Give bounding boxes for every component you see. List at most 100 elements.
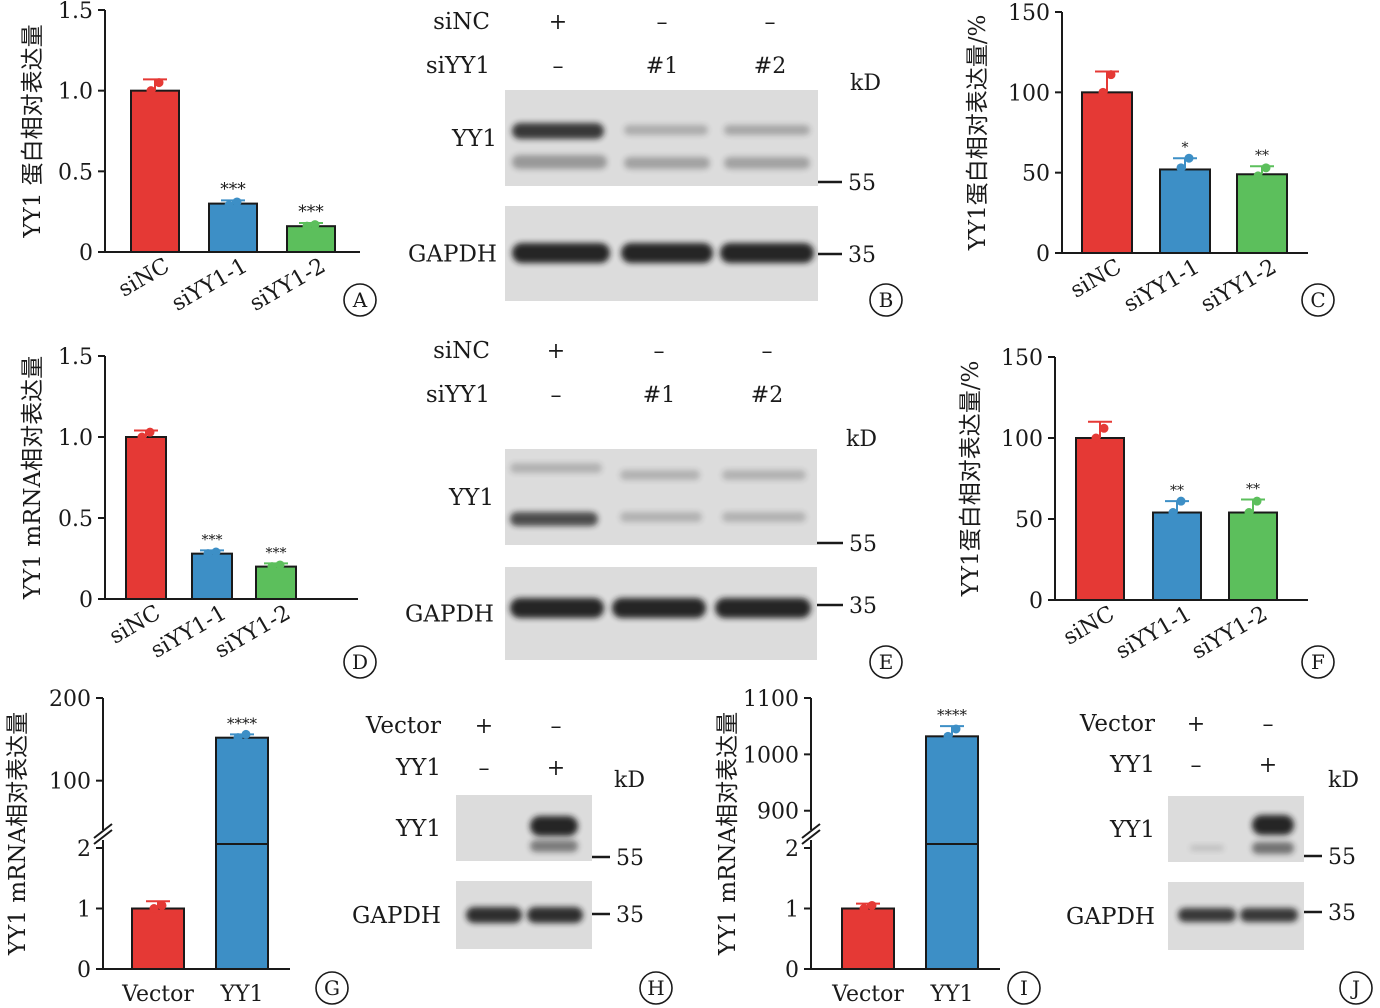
band-yy1 [724,125,810,135]
bar [191,552,233,601]
y-tick-label: 50 [1015,508,1043,533]
band-gapdh [621,243,713,263]
chart-c: 0 50 100 150 YY1蛋白相对表达量/% siNC * siYY1-1 ** siYY1… [965,1,1308,318]
band-yy1 [724,157,810,169]
y-tick-label: 1.0 [58,426,93,451]
panel-label-circle [1301,283,1335,317]
condition-value: – [551,383,562,408]
y-tick-label: 2 [785,837,799,862]
bar [1152,511,1202,602]
y-tick-label: 150 [1001,346,1043,371]
condition-label: Vector [1079,711,1155,737]
panel-label-i: I [1007,971,1041,1005]
bar [1081,91,1133,255]
band-yy1 [530,816,578,836]
condition-value: – [765,10,776,35]
marker-label-55: 55 [849,532,877,557]
panel-label-text: C [1310,288,1325,312]
x-tick-label: siYY1-2 [246,254,330,317]
bar [131,907,185,970]
data-point [1252,496,1262,506]
bar [130,89,180,253]
panel-label-text: H [647,976,664,1000]
band-yy1 [620,512,702,522]
band-gapdh [720,243,814,263]
panel-label-circle [315,971,349,1005]
y-axis-label: YY1 mRNA相对表达量 [20,356,46,600]
y-tick-label: 0 [785,958,799,983]
panel-label-text: E [879,650,894,674]
panel-label-d: D [343,645,377,679]
y-axis-label: YY1蛋白相对表达量/% [965,15,991,252]
data-point [241,729,251,739]
y-tick-label: 0 [1036,242,1050,267]
panel-label-circle [1007,971,1041,1005]
bar [841,907,895,970]
condition-value: – [551,714,562,739]
condition-value: – [1263,712,1274,737]
chart-f: 0 50 100 150 YY1蛋白相对表达量/% siNC ** siYY1-1 ** siYY… [958,346,1308,665]
band-label-gapdh: GAPDH [408,242,497,268]
data-point [275,560,285,570]
kd-label: kD [846,427,877,452]
data-point [233,733,243,743]
x-tick-label: siNC [1059,602,1119,651]
panel-label-text: F [1311,650,1325,674]
panel-label-circle [639,971,673,1005]
bar [125,436,167,600]
data-point [149,904,159,913]
y-tick-label: 1 [785,898,799,923]
band-label-yy1: YY1 [1109,817,1155,843]
band-yy1 [624,125,708,135]
axis-break-mark [801,829,821,845]
blot-j: Vector + – YY1 – + kD YY1 55 GAPDH 35 [1066,711,1359,950]
band-yy1 [1190,845,1224,851]
y-tick-label: 1.5 [58,0,93,24]
y-tick-label: 0.5 [58,507,93,532]
band-label-yy1: YY1 [395,816,441,842]
axis-break-mark [93,823,113,839]
blot-h: Vector + – YY1 – + kD YY1 55 GAPDH 35 [352,713,645,949]
band-yy1 [1252,815,1294,835]
band-gapdh [1178,908,1236,922]
axis-break-mark [93,829,113,845]
x-tick-label: siNC [114,254,174,303]
y-tick-label: 0 [79,241,93,266]
y-tick-label: 150 [1008,1,1050,26]
data-point [224,200,234,210]
y-tick-label: 900 [757,800,799,825]
significance-label: ** [1255,148,1269,164]
y-tick-label: 200 [49,687,91,712]
x-tick-label: siYY1-1 [168,254,252,317]
data-point [943,731,953,741]
bar [1236,173,1288,254]
marker-label-55: 55 [616,846,644,871]
condition-value: #1 [646,54,678,79]
band-yy1 [722,470,806,480]
data-point [1168,508,1178,518]
y-tick-label: 0 [77,958,91,983]
condition-label: YY1 [395,755,441,781]
data-point [267,562,277,572]
panel-label-g: G [315,971,349,1005]
band-label-yy1: YY1 [451,126,497,152]
significance-label: ** [1170,483,1184,499]
x-tick-label: Vector [121,982,194,1007]
y-tick-label: 1 [77,898,91,923]
bar-lower-segment [925,823,979,970]
panel-label-circle [343,283,377,317]
data-point [203,549,213,559]
marker-label-55: 55 [848,171,876,196]
data-point [310,220,320,230]
band-yy1 [512,155,607,169]
marker-label-35: 35 [848,243,876,268]
panel-label-circle [1301,645,1335,679]
data-point [211,547,221,557]
kd-label: kD [1328,768,1359,793]
bar [255,565,297,600]
panel-label-text: I [1020,976,1028,1000]
x-tick-label: siYY1-2 [1188,602,1272,665]
x-tick-label: siYY1-1 [1120,255,1204,318]
